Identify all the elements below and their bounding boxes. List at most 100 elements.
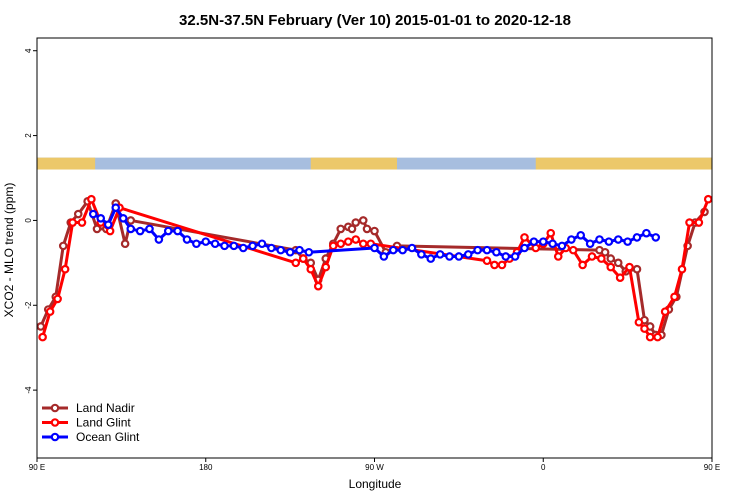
land-band-segment: [37, 157, 96, 170]
data-point: [173, 226, 182, 236]
series-land-glint: [38, 194, 713, 342]
data-point: [407, 243, 417, 253]
data-point: [36, 322, 46, 331]
data-point: [370, 226, 379, 236]
data-point: [58, 241, 68, 251]
data-point: [497, 260, 507, 270]
data-point: [677, 264, 687, 274]
data-point: [538, 237, 548, 246]
data-point: [210, 239, 220, 249]
legend-marker: [50, 403, 60, 413]
data-point: [336, 224, 346, 234]
data-point: [510, 252, 520, 261]
chart-title: 32.5N-37.5N February (Ver 10) 2015-01-01…: [179, 12, 571, 29]
data-point: [645, 332, 655, 342]
data-point: [567, 235, 576, 244]
y-tick-label: 2: [24, 133, 33, 138]
data-point: [445, 252, 454, 261]
data-point: [370, 243, 379, 253]
data-point: [379, 252, 389, 261]
data-point: [343, 237, 353, 246]
data-point: [426, 254, 436, 263]
data-point: [92, 224, 102, 234]
data-point: [38, 332, 47, 342]
data-point: [126, 224, 136, 234]
land-band-segment: [535, 157, 712, 170]
data-point: [398, 245, 407, 255]
data-point: [336, 239, 346, 249]
data-point: [220, 241, 229, 251]
data-point: [576, 230, 586, 240]
data-point: [568, 245, 578, 255]
data-point: [694, 218, 704, 227]
data-point: [53, 294, 62, 304]
x-tick-label: 0: [541, 463, 546, 472]
data-point: [306, 264, 316, 274]
data-point: [597, 254, 606, 263]
data-point: [291, 258, 301, 268]
data-point: [651, 233, 661, 242]
series-line: [39, 199, 706, 337]
data-point: [154, 235, 164, 244]
data-point: [632, 233, 642, 242]
data-point: [285, 247, 295, 257]
data-point: [670, 292, 679, 302]
axis-ticks: 90 E 180 90 W 0 90 E -4 -2 0 2 4: [24, 48, 720, 472]
x-tick-label: 90 W: [365, 463, 384, 472]
data-point: [557, 241, 567, 251]
data-point: [578, 260, 587, 270]
data-point: [60, 264, 70, 274]
data-point: [163, 226, 173, 236]
data-point: [520, 233, 529, 242]
data-point: [145, 224, 154, 234]
data-point: [490, 260, 499, 270]
data-point: [295, 245, 304, 255]
data-point: [482, 245, 492, 255]
land-ocean-band: [37, 157, 712, 170]
plot-frame: [36, 37, 713, 459]
data-point: [73, 209, 83, 219]
data-point: [703, 194, 713, 204]
data-point: [238, 243, 248, 253]
data-point: [595, 235, 604, 244]
y-tick-label: 4: [24, 48, 33, 53]
data-point: [276, 245, 286, 255]
data-point: [463, 250, 473, 259]
data-point: [126, 216, 136, 225]
y-tick-label: -4: [24, 386, 33, 394]
data-point: [606, 254, 616, 263]
x-axis-label: Longitude: [349, 477, 402, 491]
data-point: [96, 214, 106, 223]
legend-marker: [50, 432, 60, 442]
data-point: [182, 235, 192, 244]
data-point: [660, 307, 670, 316]
land-band-segment: [310, 157, 397, 170]
data-point: [87, 194, 96, 204]
data-point: [298, 254, 308, 263]
data-point: [640, 324, 649, 333]
data-point: [613, 235, 623, 244]
data-point: [328, 241, 338, 251]
data-point: [529, 237, 539, 246]
y-axis-label: XCO2 - MLO trend (ppm): [2, 183, 16, 318]
data-point: [606, 262, 616, 272]
x-tick-label: 90 E: [704, 463, 720, 472]
legend-marker: [50, 418, 60, 427]
legend-label: Land Nadir: [76, 401, 135, 415]
series-ocean-glint: [88, 203, 661, 263]
data-point: [192, 239, 201, 249]
data-point: [604, 237, 614, 246]
data-point: [358, 216, 368, 225]
data-point: [615, 273, 625, 282]
data-point: [553, 252, 563, 261]
data-point: [473, 245, 482, 255]
data-point: [68, 218, 77, 227]
data-point: [120, 239, 130, 249]
data-point: [257, 239, 267, 249]
data-point: [482, 256, 492, 266]
x-tick-label: 90 E: [29, 463, 45, 472]
data-point: [492, 247, 501, 257]
y-tick-label: -2: [24, 301, 33, 309]
data-point: [362, 224, 372, 234]
